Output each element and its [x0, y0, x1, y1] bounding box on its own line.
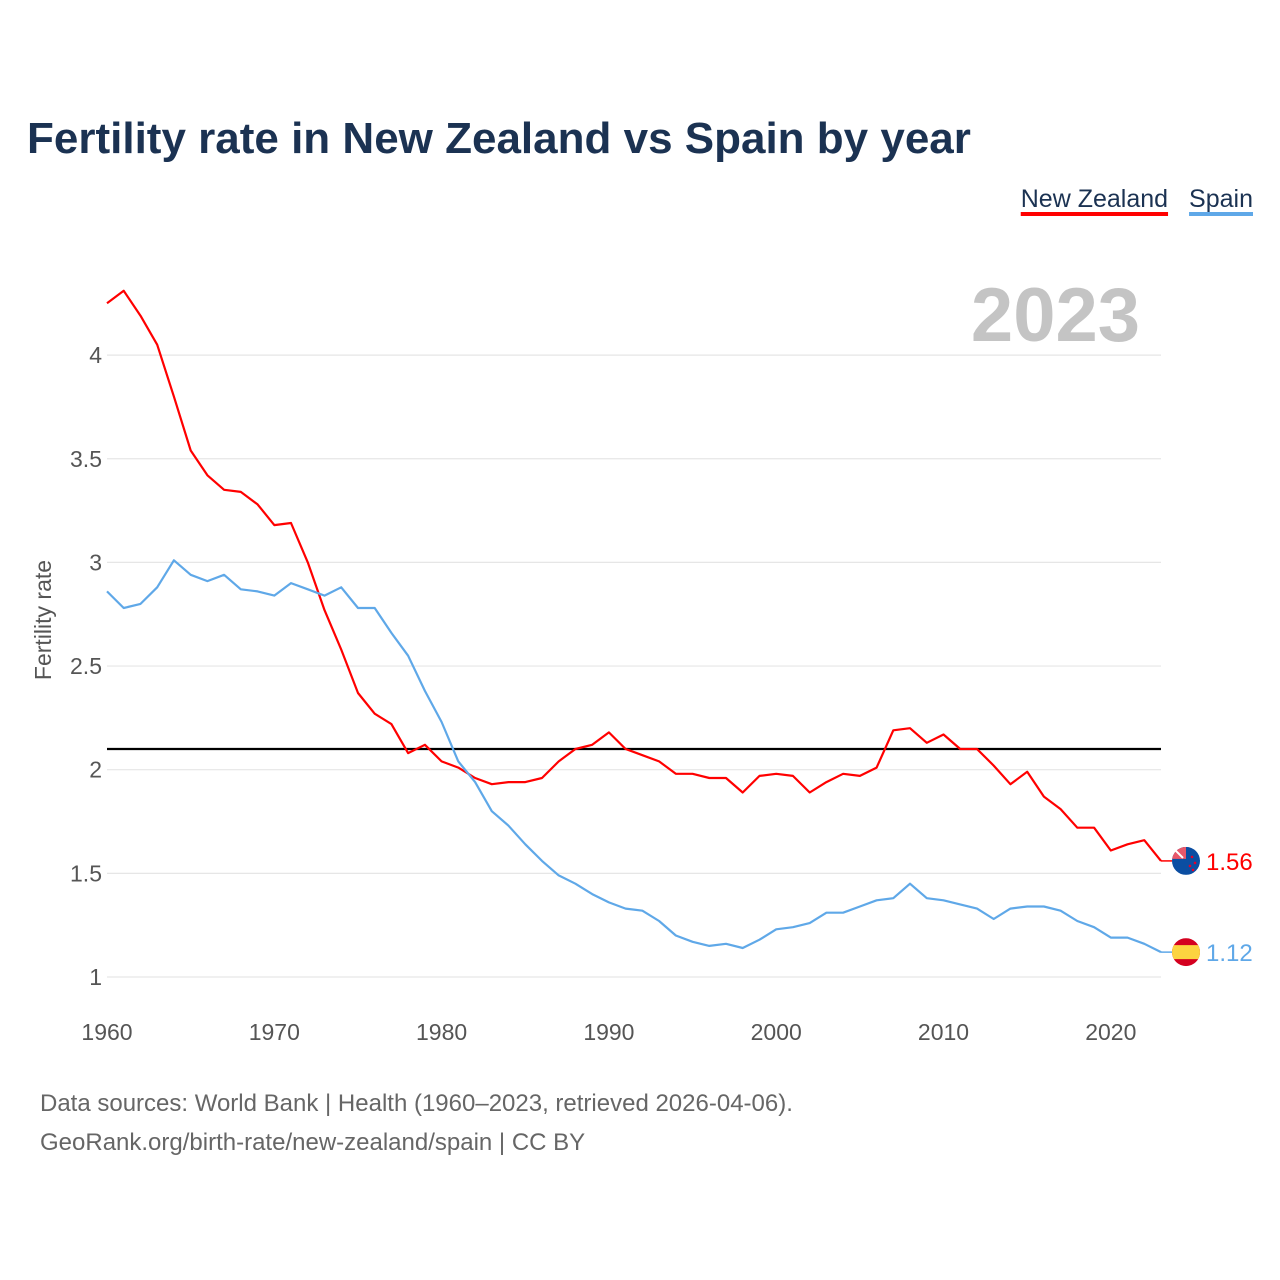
year-watermark: 2023	[971, 273, 1140, 358]
end-value-label: 1.56	[1206, 849, 1253, 876]
x-tick-label: 1980	[416, 1019, 467, 1045]
flag-yellow	[1172, 945, 1200, 960]
series-line-new-zealand	[106, 289, 1162, 862]
flag-star	[1193, 861, 1197, 865]
spain-flag-icon	[1172, 938, 1200, 967]
source-line-2[interactable]: GeoRank.org/birth-rate/new-zealand/spain…	[40, 1129, 585, 1156]
x-tick-label: 1960	[81, 1019, 132, 1045]
chart-title: Fertility rate in New Zealand vs Spain b…	[27, 114, 971, 163]
gridlines	[107, 354, 1161, 978]
series-line-spain	[106, 559, 1162, 954]
y-axis: 1 1.5 2 2.5 3 3.5 4	[70, 342, 102, 990]
y-axis-label: Fertility rate	[30, 560, 56, 680]
x-tick-label: 2010	[918, 1019, 969, 1045]
y-tick-label: 2.5	[70, 653, 102, 679]
series-lines	[106, 289, 1162, 954]
source-line-1: Data sources: World Bank | Health (1960–…	[40, 1090, 793, 1117]
legend-swatch	[1020, 212, 1169, 216]
end-value-label: 1.12	[1206, 940, 1253, 967]
x-tick-label: 2000	[751, 1019, 802, 1045]
y-tick-label: 1.5	[70, 860, 102, 886]
x-axis: 1960 1970 1980 1990 2000 2010 2020	[81, 1019, 1136, 1045]
x-tick-label: 2020	[1085, 1019, 1136, 1045]
legend-label-spain[interactable]: Spain	[1189, 185, 1253, 213]
legend-swatch	[1189, 212, 1253, 216]
flag-star	[1190, 855, 1194, 859]
end-labels: 1.56 1.12	[1161, 846, 1253, 967]
flag-star	[1191, 868, 1195, 872]
y-tick-label: 2	[89, 757, 102, 783]
legend: Spain New Zealand	[1020, 185, 1253, 216]
new-zealand-flag-icon	[1172, 846, 1200, 875]
y-tick-label: 3.5	[70, 446, 102, 472]
x-tick-label: 1970	[249, 1019, 300, 1045]
y-tick-label: 4	[89, 342, 102, 368]
flag-cross	[1173, 848, 1184, 859]
flag-star	[1188, 864, 1192, 868]
legend-label-new-zealand[interactable]: New Zealand	[1021, 185, 1168, 213]
y-tick-label: 3	[89, 549, 102, 575]
y-tick-label: 1	[89, 964, 102, 990]
x-tick-label: 1990	[583, 1019, 634, 1045]
